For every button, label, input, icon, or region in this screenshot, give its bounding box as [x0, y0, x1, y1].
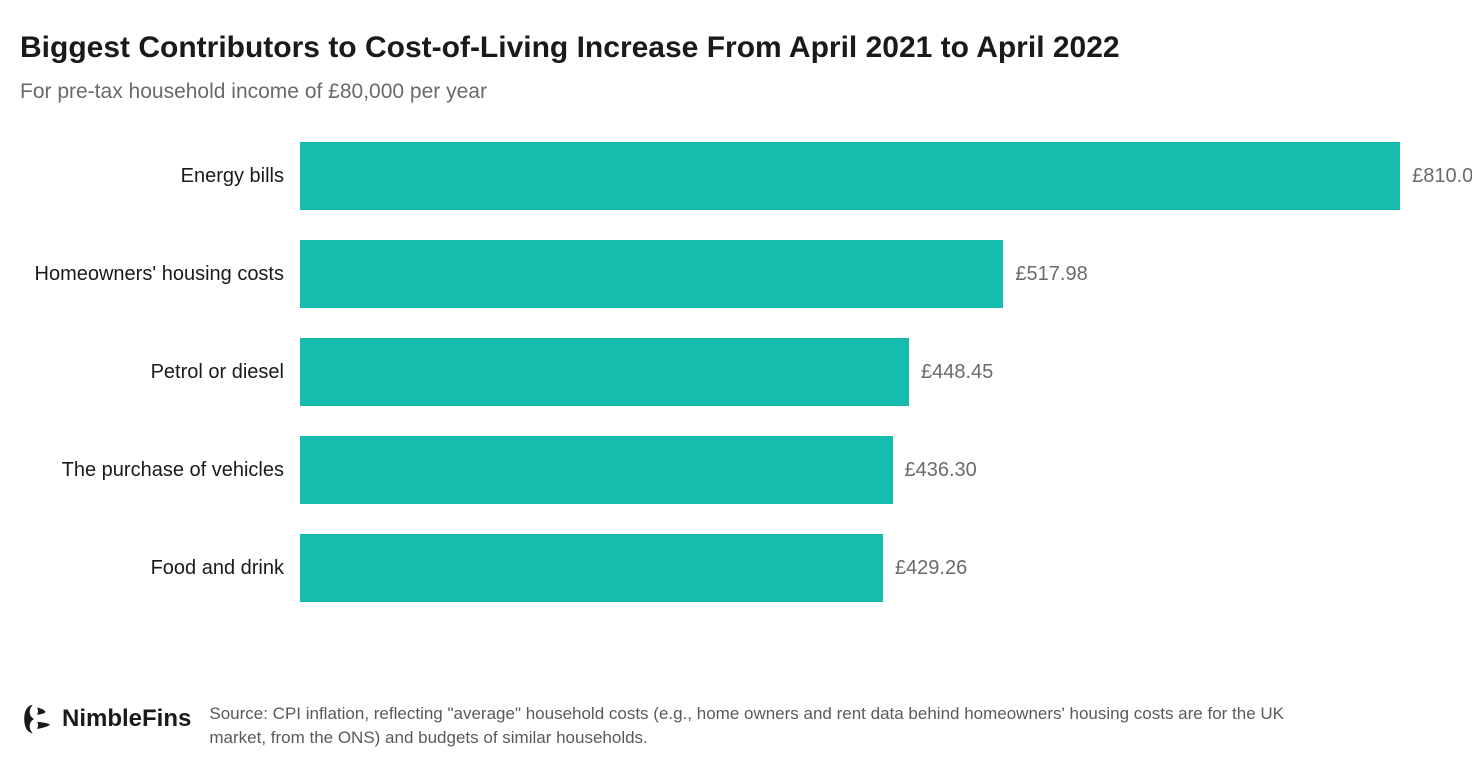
bar-cell: £448.45: [300, 338, 1472, 406]
category-label: Homeowners' housing costs: [20, 263, 300, 286]
bar: [300, 436, 893, 504]
bar-cell: £517.98: [300, 240, 1472, 308]
value-label: £429.26: [895, 557, 967, 580]
bar: [300, 142, 1400, 210]
brand-name: NimbleFins: [62, 705, 191, 733]
bar-cell: £429.26: [300, 534, 1472, 602]
category-label: Petrol or diesel: [20, 361, 300, 384]
category-label: Energy bills: [20, 165, 300, 188]
chart-title: Biggest Contributors to Cost-of-Living I…: [20, 30, 1452, 66]
bar-cell: £436.30: [300, 436, 1472, 504]
category-label: The purchase of vehicles: [20, 459, 300, 482]
value-label: £810.08: [1412, 165, 1472, 188]
category-label: Food and drink: [20, 557, 300, 580]
bar-chart: Energy bills £810.08 Homeowners' housing…: [20, 142, 1452, 602]
bar: [300, 240, 1003, 308]
bar-cell: £810.08: [300, 142, 1472, 210]
value-label: £436.30: [905, 459, 977, 482]
source-text: Source: CPI inflation, reflecting "avera…: [209, 702, 1299, 750]
chart-subtitle: For pre-tax household income of £80,000 …: [20, 80, 1452, 104]
value-label: £448.45: [921, 361, 993, 384]
brand-icon: [20, 702, 54, 736]
chart-footer: NimbleFins Source: CPI inflation, reflec…: [20, 702, 1299, 750]
brand: NimbleFins: [20, 702, 191, 736]
bar: [300, 534, 883, 602]
bar: [300, 338, 909, 406]
chart-container: Biggest Contributors to Cost-of-Living I…: [0, 0, 1472, 772]
value-label: £517.98: [1015, 263, 1087, 286]
